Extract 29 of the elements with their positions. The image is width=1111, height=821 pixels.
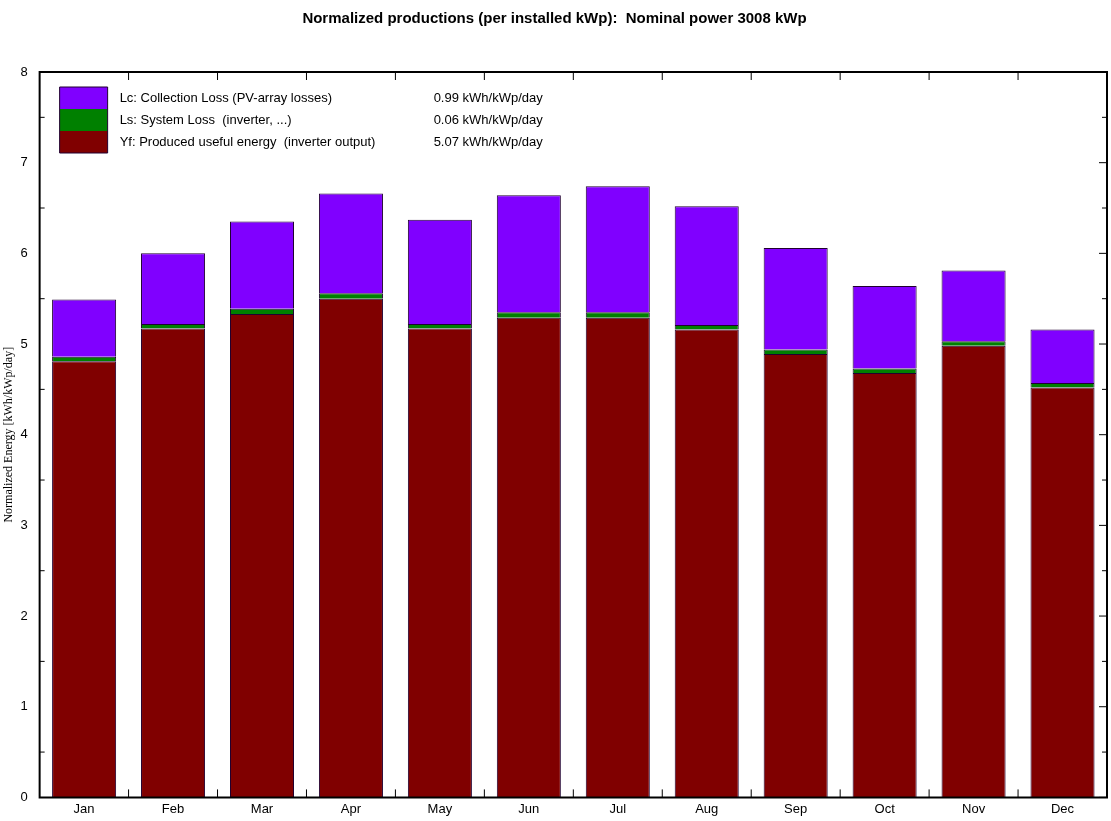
x-tick-label: Apr xyxy=(340,800,362,816)
legend-label: Ls: System Loss (inverter, ...) xyxy=(119,111,292,127)
x-tick-label: Jan xyxy=(73,800,95,816)
y-axis-title: Normalized Energy [kWh/kWp/day] xyxy=(1,346,16,523)
y-tick-label: 8 xyxy=(20,63,28,79)
x-tick-label: Feb xyxy=(161,800,185,816)
legend-label: Lc: Collection Loss (PV-array losses) xyxy=(119,89,333,105)
y-tick-label: 4 xyxy=(20,426,28,442)
annotation: 5.07 kWh/kWp/day xyxy=(433,133,544,149)
y-tick-label: 0 xyxy=(20,788,28,804)
chart-title: Normalized productions (per installed kWp): Nominal power 3008 kWp xyxy=(302,9,807,27)
y-tick-label: 6 xyxy=(20,244,28,260)
annotation: 0.06 kWh/kWp/day xyxy=(433,111,544,127)
x-tick-label: Aug xyxy=(695,800,719,816)
y-tick-label: 5 xyxy=(20,335,28,351)
x-tick-label: Sep xyxy=(784,800,808,816)
y-tick-label: 7 xyxy=(20,154,28,170)
x-tick-label: Jun xyxy=(518,800,540,816)
annotation: 0.99 kWh/kWp/day xyxy=(433,89,544,105)
y-tick-label: 1 xyxy=(20,698,28,714)
x-tick-label: Mar xyxy=(250,800,274,816)
x-tick-label: Oct xyxy=(874,800,896,816)
y-tick-label: 2 xyxy=(20,607,28,623)
y-tick-label: 3 xyxy=(20,516,28,532)
x-tick-label: Nov xyxy=(962,800,986,816)
x-tick-label: May xyxy=(427,800,453,816)
x-tick-label: Jul xyxy=(609,800,627,816)
legend-label: Yf: Produced useful energy (inverter output) xyxy=(119,133,376,149)
x-tick-label: Dec xyxy=(1050,800,1075,816)
